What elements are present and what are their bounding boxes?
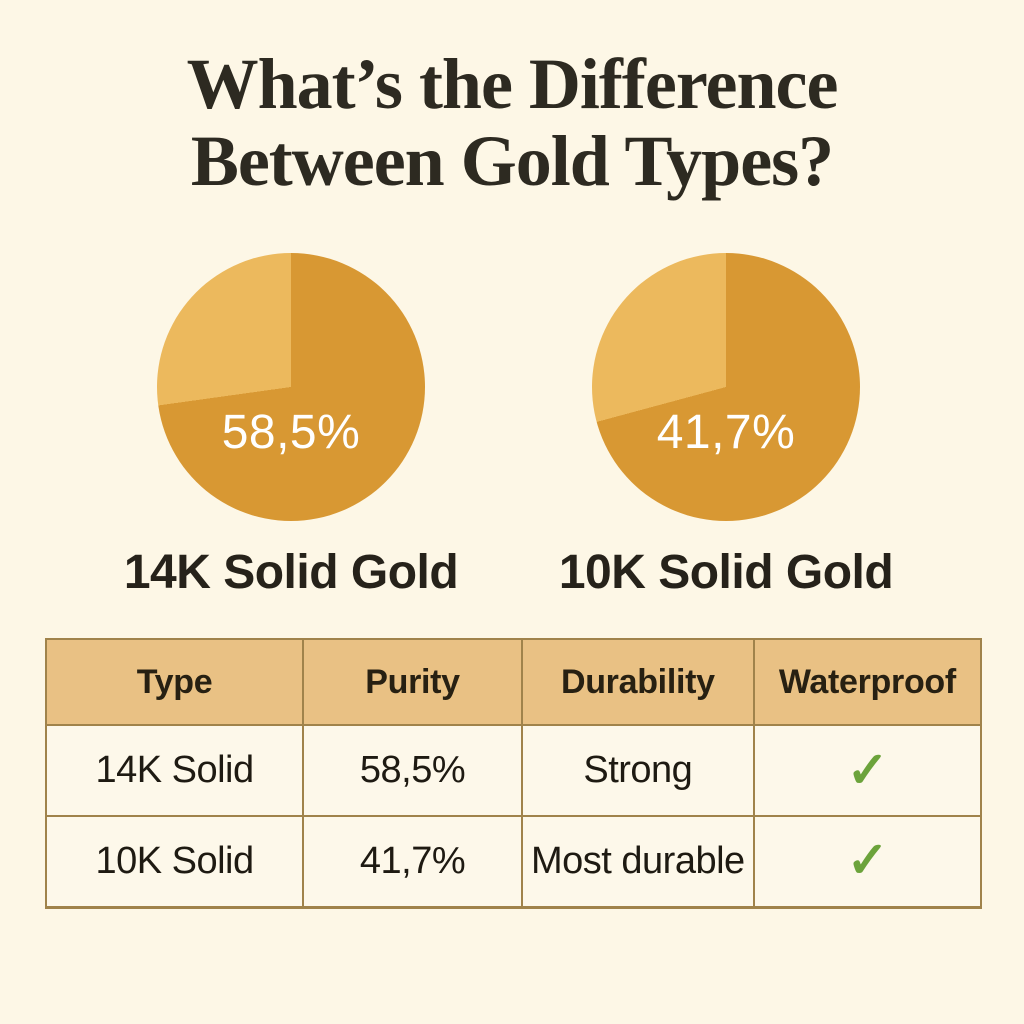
pie-caption-10k: 10K Solid Gold bbox=[558, 546, 894, 599]
table-row-10k: 10K Solid 41,7% Most durable ✓ bbox=[44, 815, 983, 909]
column-header-type: Type bbox=[44, 638, 305, 726]
cell-durability-10k: Most durable bbox=[520, 815, 755, 909]
comparison-table: Type Purity Durability Waterproof 14K So… bbox=[44, 638, 983, 909]
cell-type-10k: 10K Solid bbox=[44, 815, 305, 909]
pie-chart-10k bbox=[592, 253, 860, 521]
pie-value-label-10k: 41,7% bbox=[656, 406, 796, 459]
cell-purity-14k: 58,5% bbox=[302, 724, 523, 817]
column-header-waterproof: Waterproof bbox=[752, 638, 983, 726]
page-title-line1: What’s the Difference bbox=[186, 44, 839, 124]
cell-type-14k: 14K Solid bbox=[44, 724, 305, 817]
cell-waterproof-10k: ✓ bbox=[752, 815, 983, 909]
pie-value-label-14k: 58,5% bbox=[221, 406, 361, 459]
checkmark-icon: ✓ bbox=[846, 741, 889, 798]
page-title: What’s the Difference Between Gold Types… bbox=[0, 44, 1024, 202]
pie-chart-14k-group: 58,5% 14K Solid Gold bbox=[124, 253, 459, 599]
cell-durability-14k: Strong bbox=[520, 724, 755, 817]
table-row-14k: 14K Solid 58,5% Strong ✓ bbox=[44, 724, 983, 817]
pie-chart-14k bbox=[157, 253, 425, 521]
pie-chart-10k-group: 41,7% 10K Solid Gold bbox=[559, 253, 894, 599]
page-title-line2: Between Gold Types? bbox=[190, 121, 834, 202]
column-header-purity: Purity bbox=[302, 638, 523, 726]
cell-waterproof-14k: ✓ bbox=[752, 724, 983, 817]
pie-caption-14k: 14K Solid Gold bbox=[123, 546, 459, 599]
checkmark-icon: ✓ bbox=[846, 832, 889, 889]
table-header-row: Type Purity Durability Waterproof bbox=[44, 638, 983, 726]
column-header-durability: Durability bbox=[520, 638, 755, 726]
cell-purity-10k: 41,7% bbox=[302, 815, 523, 909]
